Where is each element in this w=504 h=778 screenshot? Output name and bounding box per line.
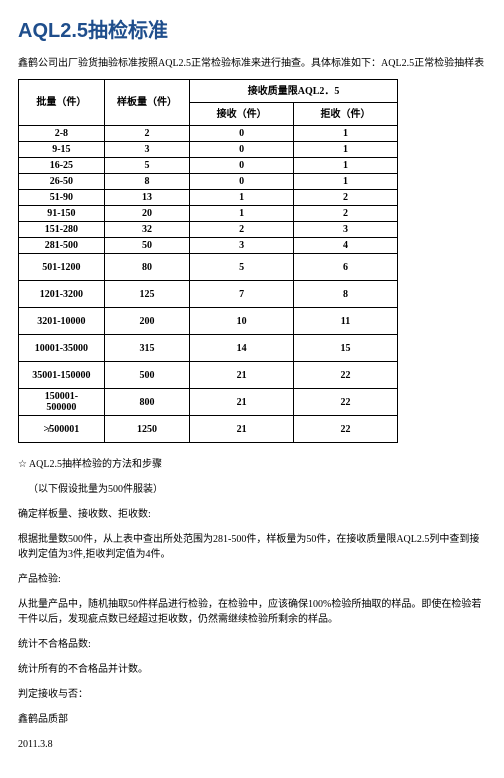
cell-batch: 281-500: [19, 238, 105, 254]
table-row: 501-12008056: [19, 254, 398, 281]
step-inspect-desc: 从批量产品中，随机抽取50件样品进行检验，在检验中，应该确保100%检验所抽取的…: [18, 597, 486, 627]
col-batch: 批量（件）: [19, 80, 105, 126]
cell-batch: 91-150: [19, 206, 105, 222]
cell-reject: 1: [294, 174, 398, 190]
cell-reject: 6: [294, 254, 398, 281]
cell-sample: 5: [104, 158, 189, 174]
cell-reject: 3: [294, 222, 398, 238]
cell-batch: 9-15: [19, 142, 105, 158]
cell-reject: 2: [294, 206, 398, 222]
table-row: 1201-320012578: [19, 281, 398, 308]
cell-sample: 3: [104, 142, 189, 158]
cell-batch: ≯500001: [19, 416, 105, 443]
col-sample: 样板量（件）: [104, 80, 189, 126]
aql-table: 批量（件） 样板量（件） 接收质量限AQL2．5 接收（件） 拒收（件） 2-8…: [18, 79, 398, 443]
step-count: 统计不合格品数:: [18, 637, 486, 652]
cell-reject: 22: [294, 416, 398, 443]
cell-batch: 501-1200: [19, 254, 105, 281]
cell-accept: 10: [190, 308, 294, 335]
cell-sample: 80: [104, 254, 189, 281]
cell-accept: 0: [190, 126, 294, 142]
step-determine: 确定样板量、接收数、拒收数:: [18, 507, 486, 522]
table-row: 26-50801: [19, 174, 398, 190]
cell-reject: 4: [294, 238, 398, 254]
signature-dept: 鑫鹤品质部: [18, 712, 486, 727]
step-inspect: 产品检验:: [18, 572, 486, 587]
table-row: 91-1502012: [19, 206, 398, 222]
cell-accept: 0: [190, 158, 294, 174]
cell-batch: 51-90: [19, 190, 105, 206]
assumption: （以下假设批量为500件服装）: [18, 482, 486, 497]
table-row: 281-5005034: [19, 238, 398, 254]
table-row: 9-15301: [19, 142, 398, 158]
cell-accept: 21: [190, 389, 294, 416]
cell-reject: 22: [294, 389, 398, 416]
cell-reject: 15: [294, 335, 398, 362]
cell-batch: 35001-150000: [19, 362, 105, 389]
cell-reject: 1: [294, 158, 398, 174]
cell-batch: 2-8: [19, 126, 105, 142]
cell-accept: 2: [190, 222, 294, 238]
table-row: 151-2803223: [19, 222, 398, 238]
col-aql-group: 接收质量限AQL2．5: [190, 80, 398, 103]
cell-batch: 16-25: [19, 158, 105, 174]
cell-reject: 1: [294, 126, 398, 142]
step-determine-desc: 根据批量数500件，从上表中查出所处范围为281-500件，样板量为50件，在接…: [18, 532, 486, 562]
table-row: 35001-1500005002122: [19, 362, 398, 389]
cell-accept: 7: [190, 281, 294, 308]
cell-sample: 1250: [104, 416, 189, 443]
step-judge: 判定接收与否：: [18, 687, 486, 702]
col-accept: 接收（件）: [190, 103, 294, 126]
cell-batch: 1201-3200: [19, 281, 105, 308]
table-row: 51-901312: [19, 190, 398, 206]
intro-text: 鑫鹤公司出厂验货抽验标准按照AQL2.5正常检验标准来进行抽查。具体标准如下：A…: [18, 56, 486, 71]
cell-sample: 20: [104, 206, 189, 222]
cell-accept: 1: [190, 190, 294, 206]
cell-accept: 14: [190, 335, 294, 362]
cell-accept: 5: [190, 254, 294, 281]
cell-sample: 2: [104, 126, 189, 142]
table-row: 16-25501: [19, 158, 398, 174]
signature-date: 2011.3.8: [18, 737, 486, 752]
cell-accept: 21: [190, 362, 294, 389]
cell-reject: 8: [294, 281, 398, 308]
page-title: AQL2.5抽检标准: [18, 16, 486, 46]
table-row: 2-8201: [19, 126, 398, 142]
cell-accept: 3: [190, 238, 294, 254]
cell-reject: 2: [294, 190, 398, 206]
cell-sample: 315: [104, 335, 189, 362]
cell-accept: 0: [190, 174, 294, 190]
table-row: 3201-100002001011: [19, 308, 398, 335]
cell-reject: 11: [294, 308, 398, 335]
cell-sample: 8: [104, 174, 189, 190]
cell-sample: 500: [104, 362, 189, 389]
cell-reject: 1: [294, 142, 398, 158]
cell-reject: 22: [294, 362, 398, 389]
cell-batch: 26-50: [19, 174, 105, 190]
cell-batch: 151-280: [19, 222, 105, 238]
cell-sample: 13: [104, 190, 189, 206]
table-row: 150001-5000008002122: [19, 389, 398, 416]
col-reject: 拒收（件）: [294, 103, 398, 126]
cell-accept: 1: [190, 206, 294, 222]
cell-batch: 3201-10000: [19, 308, 105, 335]
cell-batch: 150001-500000: [19, 389, 105, 416]
cell-sample: 125: [104, 281, 189, 308]
cell-batch: 10001-35000: [19, 335, 105, 362]
cell-accept: 0: [190, 142, 294, 158]
cell-sample: 50: [104, 238, 189, 254]
section-method: ☆ AQL2.5抽样检验的方法和步骤: [18, 457, 486, 472]
table-row: ≯50000112502122: [19, 416, 398, 443]
cell-sample: 200: [104, 308, 189, 335]
cell-accept: 21: [190, 416, 294, 443]
step-count-desc: 统计所有的不合格品并计数。: [18, 662, 486, 677]
cell-sample: 800: [104, 389, 189, 416]
cell-sample: 32: [104, 222, 189, 238]
table-row: 10001-350003151415: [19, 335, 398, 362]
